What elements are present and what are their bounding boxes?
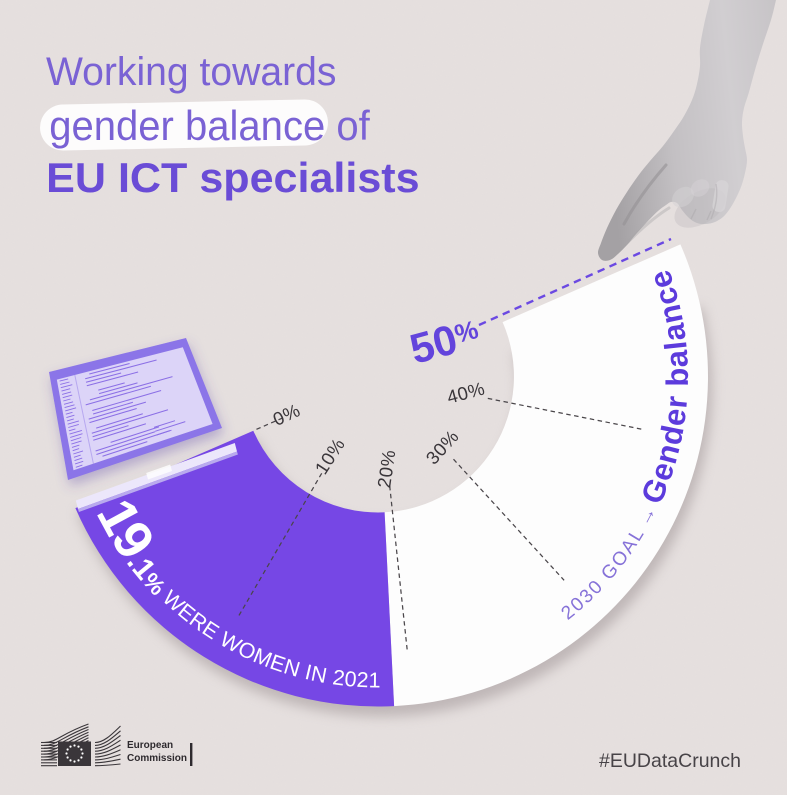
svg-text:gender balance of: gender balance of [49, 102, 370, 149]
svg-text:EU ICT specialists: EU ICT specialists [46, 154, 419, 201]
svg-text:Working towards: Working towards [46, 50, 337, 94]
svg-text:European: European [127, 740, 173, 751]
svg-text:#EUDataCrunch: #EUDataCrunch [599, 750, 741, 772]
svg-text:Commission: Commission [127, 753, 187, 764]
